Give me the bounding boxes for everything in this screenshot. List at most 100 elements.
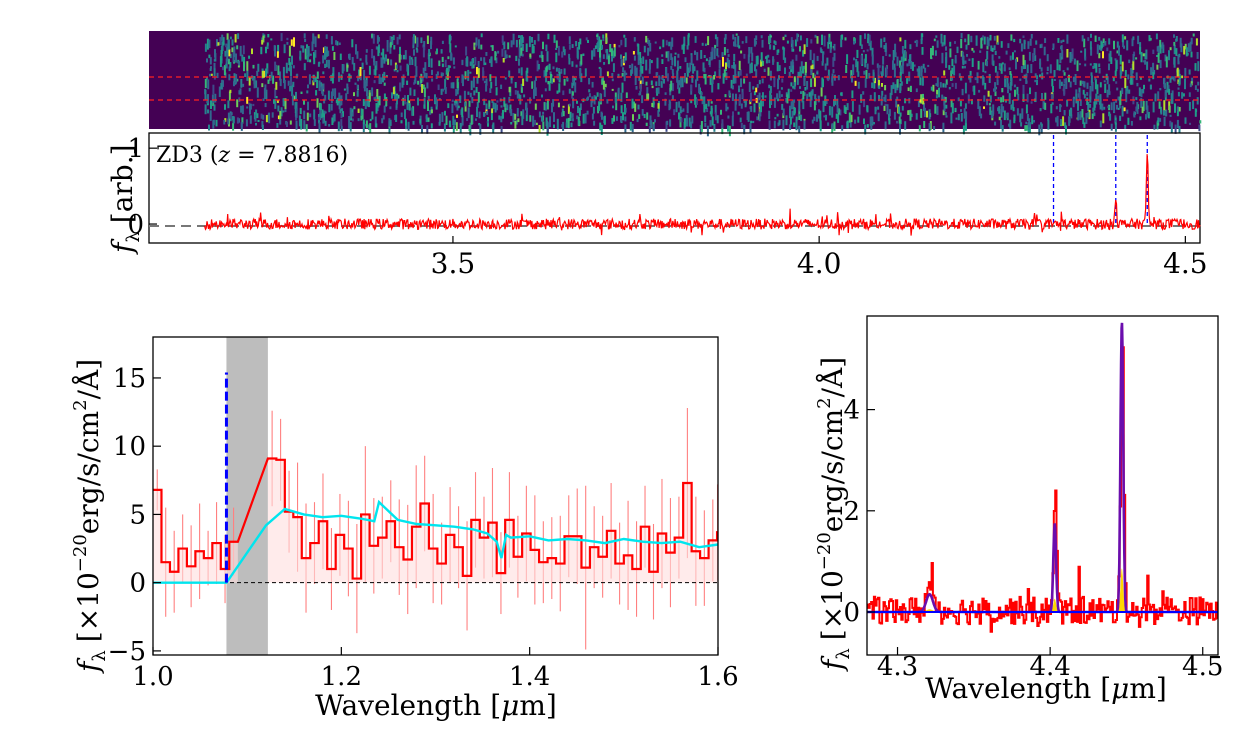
spec2d-pixel bbox=[563, 68, 566, 75]
spec2d-pixel bbox=[586, 110, 589, 115]
spec2d-pixel bbox=[1089, 94, 1092, 103]
spec2d-pixel bbox=[571, 113, 574, 118]
spec2d-pixel bbox=[321, 109, 324, 118]
spec2d-pixel bbox=[339, 53, 342, 60]
spec2d-pixel bbox=[483, 80, 486, 84]
spec2d-pixel bbox=[453, 66, 456, 69]
spec2d-pixel bbox=[463, 90, 466, 101]
spec2d-pixel bbox=[285, 62, 288, 74]
spec2d-pixel bbox=[1148, 35, 1151, 42]
spec2d-pixel bbox=[789, 116, 792, 125]
spec2d-pixel bbox=[930, 86, 933, 91]
spec2d-pixel bbox=[1115, 60, 1118, 72]
spec2d-pixel bbox=[1110, 123, 1113, 131]
spec2d-pixel bbox=[670, 53, 673, 60]
spec2d-pixel bbox=[713, 75, 716, 80]
spec2d-pixel bbox=[790, 89, 793, 92]
spec2d-pixel bbox=[238, 118, 240, 123]
spec2d-pixel bbox=[828, 37, 831, 43]
spec2d-pixel bbox=[324, 63, 327, 68]
spec2d-pixel bbox=[318, 80, 321, 91]
spec2d-pixel bbox=[1181, 92, 1184, 99]
spec2d-pixel bbox=[558, 83, 561, 93]
spec2d-pixel bbox=[1082, 117, 1085, 125]
lines-spectrum-step bbox=[867, 346, 1219, 633]
spec2d-pixel bbox=[740, 78, 742, 88]
spec2d-pixel bbox=[403, 54, 405, 60]
spec2d-pixel bbox=[886, 104, 889, 115]
spec2d-pixel bbox=[475, 118, 477, 121]
spec2d-pixel bbox=[894, 84, 897, 94]
spec2d-pixel bbox=[217, 42, 220, 46]
spec2d-pixel bbox=[810, 78, 813, 88]
spec2d-pixel bbox=[480, 33, 483, 38]
spec2d-pixel bbox=[793, 99, 796, 103]
spec2d-pixel bbox=[381, 118, 384, 124]
spec2d-pixel bbox=[1081, 109, 1084, 118]
spec2d-pixel bbox=[893, 67, 896, 78]
spec2d-pixel bbox=[659, 46, 662, 50]
spec2d-pixel bbox=[753, 103, 756, 113]
spec2d-pixel bbox=[1090, 47, 1093, 56]
spec2d-pixel bbox=[280, 107, 283, 117]
spec2d-pixel bbox=[888, 54, 891, 57]
spec2d-pixel bbox=[639, 70, 642, 77]
spec2d-pixel bbox=[543, 70, 546, 78]
spec2d-pixel bbox=[312, 35, 315, 44]
spec2d-pixel bbox=[312, 80, 315, 86]
spec2d-pixel bbox=[1171, 76, 1173, 80]
spec2d-pixel bbox=[700, 91, 702, 99]
spec2d-pixel bbox=[997, 42, 1000, 45]
spec2d-pixel bbox=[529, 53, 532, 57]
spec2d-pixel bbox=[1184, 43, 1187, 50]
spec2d-pixel bbox=[1079, 80, 1082, 86]
spec2d-pixel bbox=[837, 114, 840, 123]
spec2d-pixel bbox=[1184, 67, 1187, 79]
spec2d-pixel bbox=[951, 58, 954, 67]
spec2d-pixel bbox=[909, 44, 912, 50]
spec2d-pixel bbox=[1135, 97, 1138, 101]
spec2d-pixel bbox=[430, 109, 433, 114]
spec2d-pixel bbox=[204, 43, 207, 52]
spec2d-pixel bbox=[705, 58, 708, 62]
spec2d-pixel bbox=[1091, 82, 1094, 92]
spec2d-pixel bbox=[280, 33, 283, 42]
spec2d-pixel bbox=[856, 61, 859, 73]
spec2d-pixel bbox=[918, 125, 921, 132]
spec2d-pixel bbox=[813, 101, 816, 111]
spec2d-pixel bbox=[1039, 62, 1042, 65]
spec2d-pixel bbox=[776, 93, 779, 100]
spec2d-pixel bbox=[232, 52, 235, 63]
spec2d-pixel bbox=[276, 99, 279, 103]
spec2d-pixel bbox=[422, 46, 425, 58]
spec2d-pixel bbox=[1116, 50, 1119, 54]
spec2d-pixel bbox=[421, 77, 424, 80]
spec2d-pixel bbox=[303, 120, 306, 130]
spec2d-pixel bbox=[871, 116, 874, 124]
spec2d-pixel bbox=[1114, 58, 1117, 61]
spec2d-pixel bbox=[904, 39, 907, 49]
spec2d-pixel bbox=[598, 101, 601, 111]
spec2d-pixel bbox=[704, 43, 707, 46]
spec2d-pixel bbox=[1163, 100, 1166, 111]
spec2d-pixel bbox=[714, 104, 717, 115]
spec2d-pixel bbox=[1031, 115, 1034, 125]
spec2d-pixel bbox=[490, 81, 493, 89]
spec2d-pixel bbox=[1025, 76, 1028, 84]
spec2d-pixel bbox=[846, 103, 849, 111]
spec2d-pixel bbox=[208, 39, 211, 49]
spec2d-pixel bbox=[414, 56, 417, 67]
spec2d-pixel bbox=[631, 98, 634, 109]
spec2d-pixel bbox=[717, 55, 720, 58]
spec2d-pixel bbox=[1149, 84, 1152, 90]
spec2d-pixel bbox=[960, 50, 963, 57]
spec2d-pixel bbox=[385, 97, 388, 106]
spec2d-pixel bbox=[287, 80, 290, 86]
spec2d-pixel bbox=[936, 77, 939, 87]
spec2d-pixel bbox=[998, 56, 1001, 59]
spec2d-pixel bbox=[851, 101, 854, 112]
spec2d-pixel bbox=[504, 50, 507, 60]
spec2d-pixel bbox=[209, 110, 212, 121]
spec2d-pixel bbox=[802, 100, 805, 110]
spec2d-pixel bbox=[304, 48, 307, 60]
